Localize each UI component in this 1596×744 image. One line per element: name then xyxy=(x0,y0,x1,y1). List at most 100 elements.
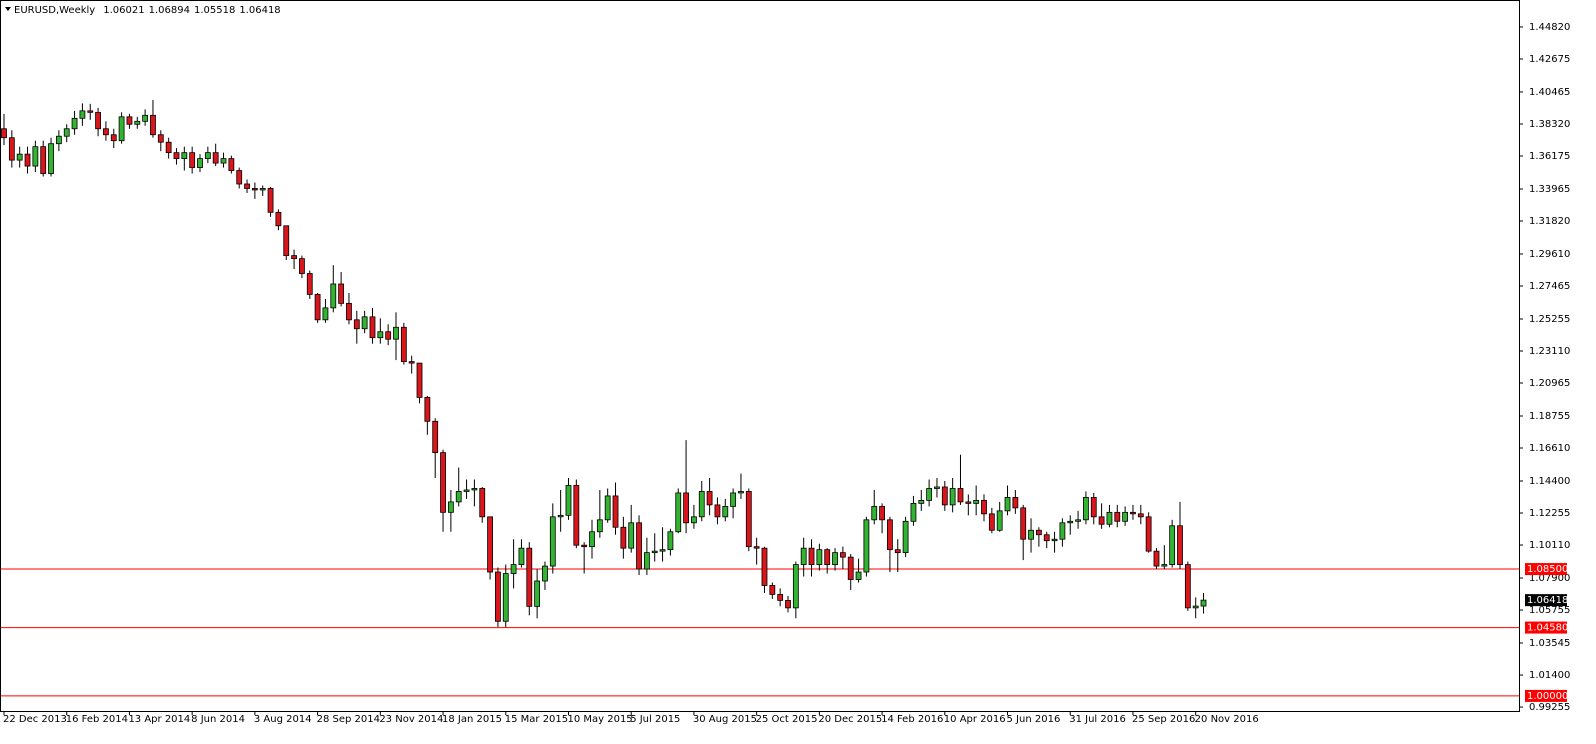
x-tick-label: 25 Sep 2016 xyxy=(1132,714,1195,725)
candle-body xyxy=(236,170,243,185)
candle-body xyxy=(1004,497,1011,512)
price-label-box xyxy=(1525,594,1567,607)
candle-body xyxy=(691,516,697,524)
candle-body xyxy=(369,316,376,339)
candle-body xyxy=(832,552,838,565)
y-tick-label: 1.01400 xyxy=(1529,670,1570,681)
x-tick-label: 15 Mar 2015 xyxy=(505,714,568,725)
x-tick-label: 28 Sep 2014 xyxy=(317,714,380,725)
candle-body xyxy=(377,331,384,339)
x-tick-label: 20 Dec 2015 xyxy=(818,714,882,725)
y-tick-label: 1.07900 xyxy=(1529,573,1570,584)
candle-body xyxy=(1122,511,1129,522)
candle-body xyxy=(941,486,948,506)
y-tick-label: 1.29610 xyxy=(1529,249,1570,260)
candle-body xyxy=(204,152,211,160)
level-label: 1.08500 xyxy=(1527,564,1568,575)
chart-title: EURUSD,Weekly 1.06021 1.06894 1.05518 1.0641… xyxy=(14,5,281,16)
candle-body xyxy=(330,283,337,309)
ohlc-low: 1.05518 xyxy=(194,5,235,16)
candle-body xyxy=(675,492,682,533)
candle-body xyxy=(769,585,776,595)
candle-body xyxy=(1153,550,1160,567)
candle-body xyxy=(1012,497,1019,509)
candle-body xyxy=(847,556,854,580)
candle-body xyxy=(1161,564,1168,567)
candle-body xyxy=(48,143,54,174)
candle-body xyxy=(534,580,541,607)
candle-body xyxy=(259,188,266,191)
candle-body xyxy=(643,552,650,570)
level-label-box xyxy=(1525,563,1567,576)
y-tick-label: 0.99255 xyxy=(1529,702,1570,713)
y-tick-label: 1.38320 xyxy=(1529,119,1570,130)
candle-body xyxy=(1145,516,1152,552)
candle-body xyxy=(1130,511,1136,515)
candle-body xyxy=(1184,564,1191,609)
x-tick-label: 14 Feb 2016 xyxy=(881,714,943,725)
candle-body xyxy=(267,188,274,213)
candle-body xyxy=(63,128,70,137)
candle-body xyxy=(1028,529,1034,540)
candle-body xyxy=(346,302,352,321)
candle-body xyxy=(549,516,556,567)
candle-body xyxy=(612,495,619,528)
candle-body xyxy=(1043,534,1050,542)
candle-body xyxy=(628,522,635,549)
candle-body xyxy=(761,547,768,586)
candle-body xyxy=(1083,497,1089,521)
candle-body xyxy=(581,544,588,548)
y-tick-label: 1.27465 xyxy=(1529,281,1570,292)
candle-body xyxy=(808,547,815,565)
x-tick-label: 8 Jun 2014 xyxy=(191,714,245,725)
x-tick-label: 3 Aug 2014 xyxy=(254,714,312,725)
x-tick-label: 23 Nov 2014 xyxy=(379,714,443,725)
candle-body xyxy=(463,489,470,492)
y-tick-label: 1.03545 xyxy=(1529,638,1570,649)
candle-body xyxy=(447,501,454,513)
menu-arrow xyxy=(5,7,11,11)
candle-body xyxy=(918,500,925,504)
candle-body xyxy=(8,137,15,161)
candle-body xyxy=(361,316,368,330)
candle-body xyxy=(212,152,219,164)
candle-body xyxy=(1114,511,1121,522)
candle-body xyxy=(926,488,933,501)
candle-body xyxy=(220,158,227,164)
y-tick-label: 1.44820 xyxy=(1529,22,1570,33)
candle-body xyxy=(698,491,705,518)
candle-body xyxy=(722,505,729,518)
candle-body xyxy=(902,520,909,554)
ohlc-high: 1.06894 xyxy=(149,5,190,16)
candle-body xyxy=(165,141,172,154)
x-tick-label: 10 Apr 2016 xyxy=(944,714,1006,725)
y-tick-label: 1.20965 xyxy=(1529,378,1570,389)
candle-body xyxy=(777,594,784,601)
candle-body xyxy=(800,547,807,565)
y-tick-label: 1.05755 xyxy=(1529,605,1570,616)
candle-body xyxy=(432,420,439,454)
candle-body xyxy=(71,117,78,130)
candle-body xyxy=(1020,507,1027,540)
candle-body xyxy=(228,158,235,171)
candle-body xyxy=(934,486,940,489)
candle-body xyxy=(973,500,980,504)
candle-body xyxy=(126,116,133,125)
x-tick-label: 30 Aug 2015 xyxy=(693,714,757,725)
candle-body xyxy=(1035,529,1042,536)
candle-body xyxy=(636,522,642,570)
candle-body xyxy=(887,519,893,551)
candle-body xyxy=(981,500,987,515)
candle-body xyxy=(275,211,282,227)
candle-body xyxy=(173,152,180,160)
candle-body xyxy=(1137,513,1144,518)
level-label: 1.04580 xyxy=(1527,623,1568,634)
candle-body xyxy=(416,362,423,398)
x-tick-label: 22 Dec 2013 xyxy=(3,714,67,725)
candle-body xyxy=(157,134,164,143)
candle-body xyxy=(714,504,721,518)
candle-body xyxy=(1067,520,1074,524)
candle-body xyxy=(957,488,964,503)
